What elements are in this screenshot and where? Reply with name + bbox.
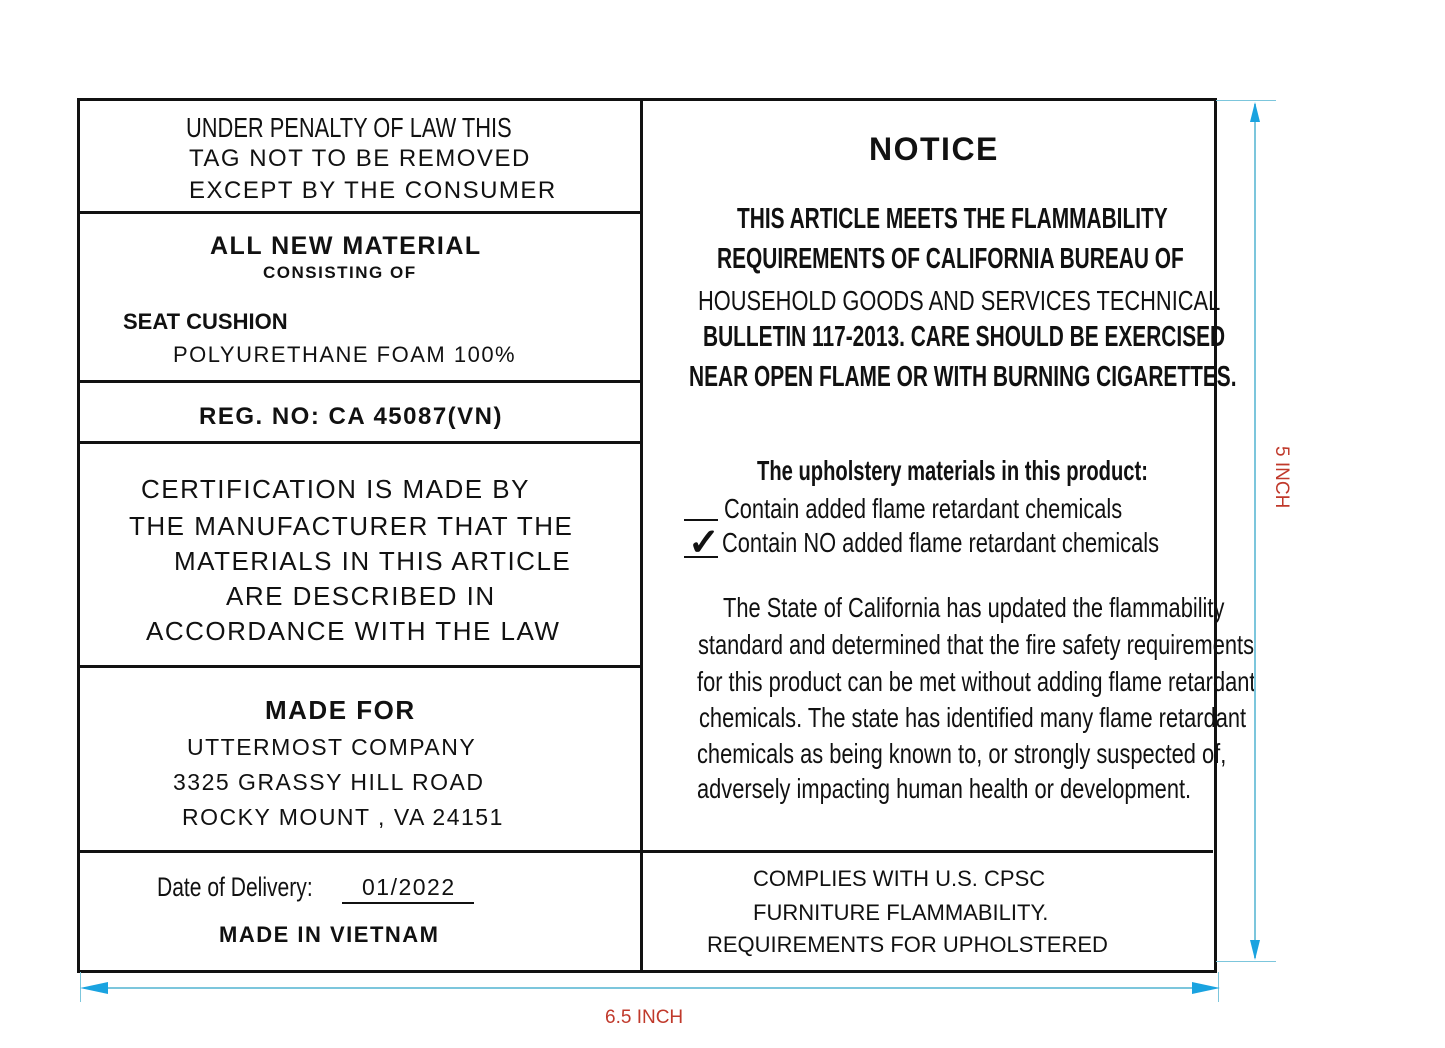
reg-no: REG. NO: CA 45087(VN) [199,403,504,430]
certification-line: THE MANUFACTURER THAT THE [129,511,574,541]
notice-line: HOUSEHOLD GOODS AND SERVICES TECHNICAL [698,285,1221,316]
consisting-label: CONSISTING OF [263,263,417,282]
made-for-title: MADE FOR [265,695,416,725]
state-line: The State of California has updated the … [723,592,1225,623]
width-label: 6.5 INCH [605,1007,684,1028]
state-line: chemicals. The state has identified many… [699,702,1247,733]
dimension-extension [1218,972,1219,1002]
label-frame [77,98,1217,973]
notice-line: NEAR OPEN FLAME OR WITH BURNING CIGARETT… [689,361,1237,393]
state-line: for this product can be met without addi… [697,666,1256,697]
penalty-line: TAG NOT TO BE REMOVED [189,145,531,172]
delivery-label: Date of Delivery: [157,872,313,902]
complies-line: FURNITURE FLAMMABILITY. [753,900,1049,925]
dimension-extension [1216,961,1276,962]
height-arrows-icon [1250,102,1260,960]
certification-line: CERTIFICATION IS MADE BY [141,474,530,504]
state-line: chemicals as being known to, or strongly… [697,738,1227,769]
made-for-line: ROCKY MOUNT , VA 24151 [182,804,504,830]
state-line: adversely impacting human health or deve… [697,773,1192,804]
divider [80,665,640,668]
materials-heading: The upholstery materials in this product… [757,455,1148,486]
width-arrows-icon [80,982,1220,994]
material-title: ALL NEW MATERIAL [210,232,482,260]
divider [643,850,1213,853]
made-for-line: UTTERMOST COMPANY [187,734,477,760]
height-dimension-line [1254,104,1256,958]
complies-line: COMPLIES WITH U.S. CPSC [753,866,1046,891]
column-divider [640,98,643,973]
width-dimension-line [84,987,1214,989]
penalty-line: EXCEPT BY THE CONSUMER [189,177,557,204]
complies-line: REQUIREMENTS FOR UPHOLSTERED [707,932,1108,957]
checkbox-checked[interactable] [684,556,718,558]
notice-title: NOTICE [869,131,999,167]
seat-value: POLYURETHANE FOAM 100% [173,342,517,367]
seat-label: SEAT CUSHION [123,309,288,334]
dimension-extension [80,972,81,1002]
checkbox-blank[interactable] [684,519,718,521]
divider [80,380,640,383]
divider [80,850,640,853]
delivery-underline [342,902,474,904]
delivery-value: 01/2022 [362,874,456,900]
notice-line: BULLETIN 117-2013. CARE SHOULD BE EXERCI… [703,321,1226,353]
certification-line: MATERIALS IN THIS ARTICLE [174,546,572,576]
notice-line: REQUIREMENTS OF CALIFORNIA BUREAU OF [717,243,1184,275]
dimension-extension [1216,100,1276,101]
state-line: standard and determined that the fire sa… [698,629,1255,660]
option-added: Contain added flame retardant chemicals [724,493,1123,524]
penalty-line: UNDER PENALTY OF LAW THIS [186,112,512,143]
check-mark-icon: ✓ [688,522,720,564]
certification-line: ARE DESCRIBED IN [226,581,496,611]
divider [80,211,640,214]
notice-line: THIS ARTICLE MEETS THE FLAMMABILITY [737,203,1168,235]
made-in: MADE IN VIETNAM [219,922,440,947]
made-for-line: 3325 GRASSY HILL ROAD [173,769,485,795]
divider [80,441,640,444]
option-no-added: Contain NO added flame retardant chemica… [722,527,1160,558]
certification-line: ACCORDANCE WITH THE LAW [146,616,561,646]
height-label: 5 INCH [1271,446,1292,509]
